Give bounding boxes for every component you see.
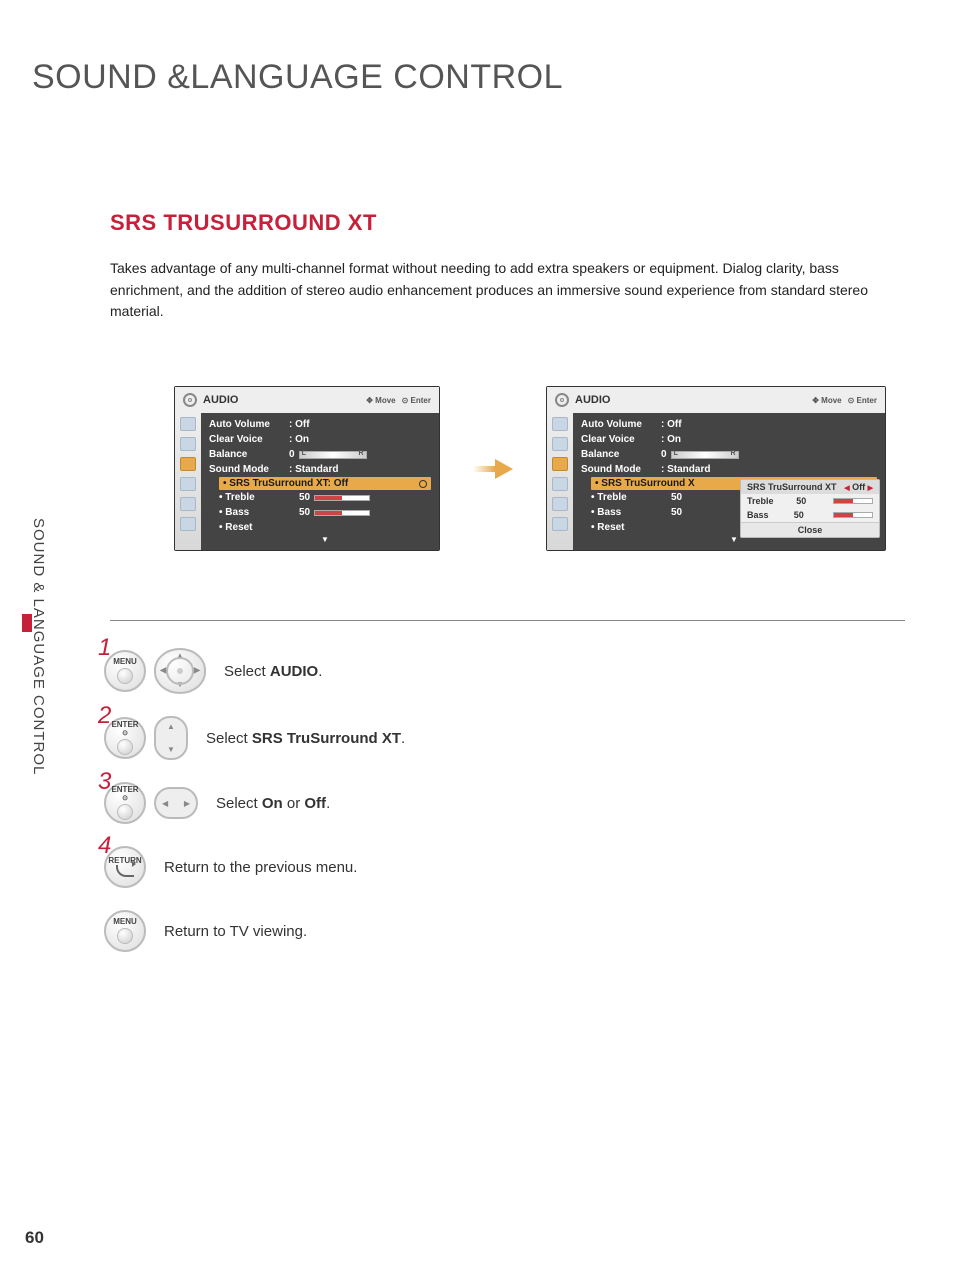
cat-icon — [552, 517, 568, 531]
down-triangle-icon: ▼ — [219, 535, 431, 544]
treble-bar — [833, 498, 873, 504]
hint-enter: ⊙ Enter — [402, 396, 431, 405]
step-number: 4 — [98, 832, 111, 860]
cat-icon — [180, 437, 196, 451]
balance-slider — [671, 451, 739, 459]
osd-category-icons — [547, 413, 573, 550]
osd-before: AUDIO ✥ Move ⊙ Enter Auto Volume: Off Cl… — [174, 386, 440, 551]
osd-header: AUDIO ✥ Move ⊙ Enter — [175, 387, 439, 413]
remote-menu-button[interactable]: MENU — [104, 910, 146, 952]
osd-list: Auto Volume: Off Clear Voice: On Balance… — [201, 413, 439, 550]
step-number: 1 — [98, 634, 111, 662]
osd-category-icons — [175, 413, 201, 550]
step-number: 2 — [98, 702, 111, 730]
step-text: Select AUDIO. — [224, 663, 322, 680]
step-5: MENU Return to TV viewing. — [104, 910, 405, 952]
step-2: 2 ENTER ⊙ ▲▼ Select SRS TruSurround XT. — [104, 716, 405, 760]
step-text: Select On or Off. — [216, 795, 330, 812]
right-triangle-icon: ▶ — [868, 485, 873, 492]
osd-title: AUDIO — [203, 394, 238, 406]
cat-icon — [180, 517, 196, 531]
hint-enter: ⊙ Enter — [848, 396, 877, 405]
step-text: Return to the previous menu. — [164, 859, 357, 876]
remote-leftright-button[interactable]: ◀▶ — [154, 787, 198, 819]
divider — [110, 620, 905, 621]
hint-move: ✥ Move — [366, 396, 395, 405]
step-number: 3 — [98, 768, 111, 796]
audio-ring-icon — [183, 393, 197, 407]
return-arc-icon — [116, 865, 134, 877]
cat-icon — [180, 497, 196, 511]
left-triangle-icon: ◀ — [844, 485, 849, 492]
section-title: SRS TRUSURROUND XT — [110, 210, 377, 236]
balance-slider — [299, 451, 367, 459]
osd-header: AUDIO ✥ Move ⊙ Enter — [547, 387, 885, 413]
remote-dpad-button[interactable]: ▲▼◀▶ — [154, 648, 206, 694]
step-3: 3 ENTER ⊙ ◀▶ Select On or Off. — [104, 782, 405, 824]
osd-screenshots-row: AUDIO ✥ Move ⊙ Enter Auto Volume: Off Cl… — [174, 386, 886, 551]
cat-icon — [180, 477, 196, 491]
arrow-icon — [468, 459, 518, 479]
remote-updown-button[interactable]: ▲▼ — [154, 716, 188, 760]
step-4: 4 RETURN Return to the previous menu. — [104, 846, 405, 888]
bass-bar — [314, 510, 370, 516]
cat-icon — [552, 417, 568, 431]
bass-bar — [833, 512, 873, 518]
page-title: SOUND &LANGUAGE CONTROL — [32, 58, 563, 97]
cat-icon — [552, 437, 568, 451]
cat-icon-selected — [180, 457, 196, 471]
intro-paragraph: Takes advantage of any multi-channel for… — [110, 258, 900, 323]
popup-close: Close — [741, 522, 879, 537]
step-1: 1 MENU ▲▼◀▶ Select AUDIO. — [104, 648, 405, 694]
osd-after: AUDIO ✥ Move ⊙ Enter Auto Volume: Off Cl… — [546, 386, 886, 551]
audio-ring-icon — [555, 393, 569, 407]
step-text: Select SRS TruSurround XT. — [206, 730, 405, 747]
hint-move: ✥ Move — [812, 396, 841, 405]
cat-icon — [552, 497, 568, 511]
osd-title: AUDIO — [575, 394, 610, 406]
cat-icon — [552, 477, 568, 491]
cat-icon-selected — [552, 457, 568, 471]
page-number: 60 — [25, 1228, 44, 1248]
cat-icon — [180, 417, 196, 431]
treble-bar — [314, 495, 370, 501]
step-text: Return to TV viewing. — [164, 923, 307, 940]
osd-highlight-srs: • SRS TruSurround XT: Off — [219, 477, 431, 490]
osd-popup: SRS TruSurround XT◀ Off ▶ Treble50 Bass5… — [740, 479, 880, 538]
steps-list: 1 MENU ▲▼◀▶ Select AUDIO. 2 ENTER ⊙ ▲▼ S… — [104, 648, 405, 974]
side-section-label: SOUND & LANGUAGE CONTROL — [30, 518, 47, 838]
enter-dot-icon — [419, 480, 427, 488]
